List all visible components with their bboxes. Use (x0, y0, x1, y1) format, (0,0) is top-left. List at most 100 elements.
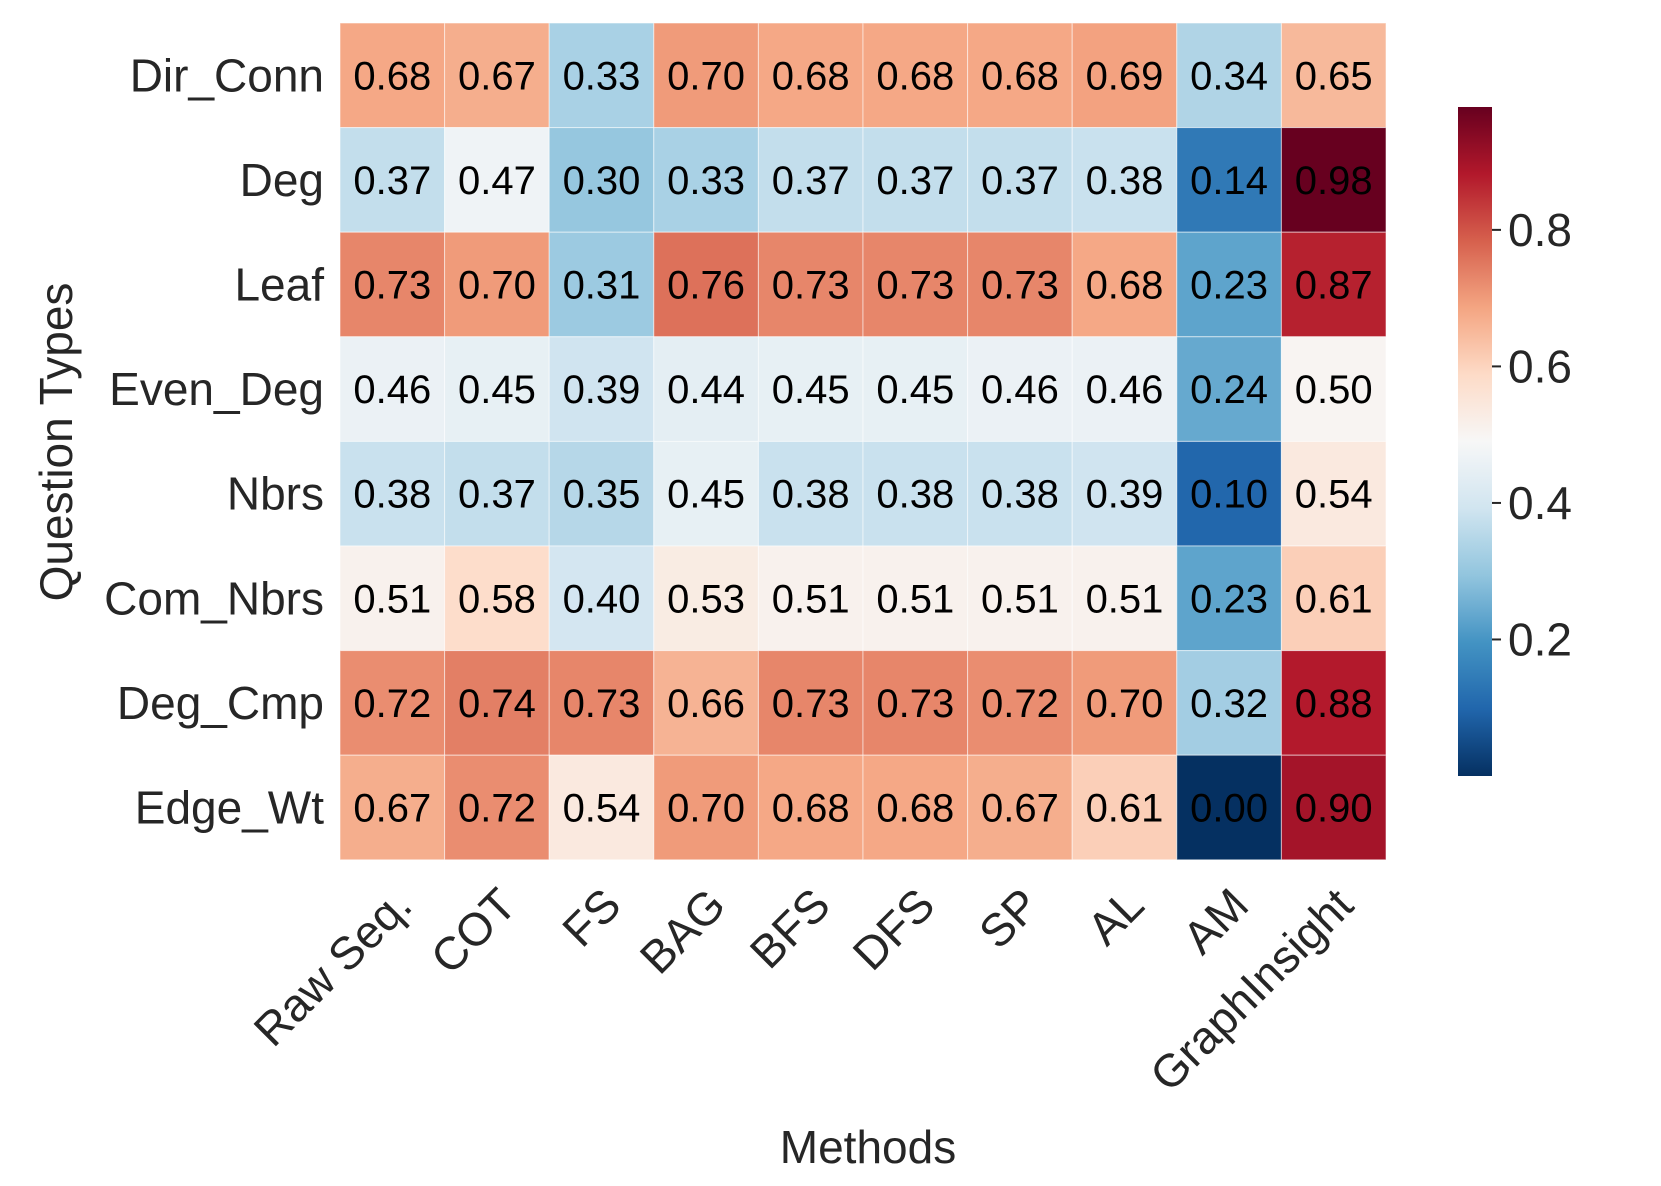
heatmap-cell (653, 754, 759, 861)
heatmap-cell (862, 127, 969, 233)
heatmap-cell-value: 0.38 (876, 473, 954, 517)
heatmap-cell-value: 0.44 (667, 368, 745, 412)
y-tick-label: Leaf (234, 259, 324, 311)
heatmap-cell (1176, 545, 1282, 652)
heatmap-cell (967, 545, 1073, 652)
heatmap-cell-value: 0.39 (1086, 473, 1164, 517)
heatmap-cell-value: 0.88 (1295, 682, 1373, 726)
heatmap-cell-value: 0.54 (1295, 473, 1373, 517)
x-tick-label: SP (969, 878, 1049, 958)
heatmap-cell-value: 0.10 (1190, 473, 1268, 517)
heatmap-cell-value: 0.32 (1190, 682, 1268, 726)
heatmap-cell-value: 0.73 (353, 264, 431, 308)
heatmap-cell (862, 545, 969, 652)
heatmap-cell (1280, 754, 1387, 861)
x-tick-label: COT (421, 878, 526, 983)
heatmap-cell (444, 440, 550, 547)
heatmap-cell (653, 127, 759, 233)
heatmap-cell (862, 22, 969, 129)
y-tick-label: Even_Deg (109, 363, 324, 415)
heatmap-cell-value: 0.00 (1190, 787, 1268, 831)
heatmap-cell-value: 0.51 (772, 577, 850, 621)
heatmap-cell (1176, 127, 1282, 233)
heatmap-cell (757, 545, 864, 652)
heatmap-cell-value: 0.68 (353, 54, 431, 98)
heatmap-cell (1280, 650, 1387, 756)
heatmap-cell-value: 0.68 (772, 787, 850, 831)
heatmap-cell-value: 0.70 (1086, 682, 1164, 726)
heatmap-cell-value: 0.37 (353, 159, 431, 203)
heatmap-cell (862, 754, 969, 861)
heatmap-cell-value: 0.72 (458, 787, 536, 831)
heatmap-cell-value: 0.37 (876, 159, 954, 203)
heatmap-cell (548, 545, 655, 652)
heatmap-cell (1071, 22, 1178, 129)
heatmap-cell (862, 650, 969, 756)
heatmap-cell-value: 0.87 (1295, 264, 1373, 308)
heatmap-cell (1280, 22, 1387, 129)
colorbar-tick-label: 0.6 (1508, 340, 1572, 392)
heatmap-cell-value: 0.73 (563, 682, 641, 726)
heatmap-cell-value: 0.34 (1190, 54, 1268, 98)
heatmap-cell-value: 0.74 (458, 682, 536, 726)
heatmap-cell (757, 22, 864, 129)
heatmap-cell (1071, 336, 1178, 442)
heatmap-cell-value: 0.73 (981, 264, 1059, 308)
x-tick-label: DFS (843, 878, 945, 980)
heatmap-cell (967, 336, 1073, 442)
heatmap-cell (757, 754, 864, 861)
heatmap-cell (548, 231, 655, 338)
heatmap-cell-value: 0.61 (1295, 577, 1373, 621)
y-tick-label: Nbrs (227, 468, 324, 520)
heatmap-cell (653, 650, 759, 756)
heatmap-cell (1071, 231, 1178, 338)
heatmap-cell (757, 440, 864, 547)
heatmap-cell (1280, 336, 1387, 442)
heatmap-cell-value: 0.70 (667, 54, 745, 98)
heatmap-cell (653, 22, 759, 129)
heatmap-cell-value: 0.46 (353, 368, 431, 412)
x-tick-label: BFS (740, 878, 840, 978)
heatmap-cell (1176, 336, 1282, 442)
heatmap-cell-value: 0.66 (667, 682, 745, 726)
heatmap-cell-value: 0.45 (667, 473, 745, 517)
colorbar-tick-label: 0.2 (1508, 613, 1572, 665)
heatmap-cell (444, 231, 550, 338)
heatmap-cell-value: 0.61 (1086, 787, 1164, 831)
heatmap-cell-value: 0.38 (772, 473, 850, 517)
heatmap-cell (967, 650, 1073, 756)
heatmap-cell-value: 0.73 (772, 264, 850, 308)
heatmap-cell-value: 0.73 (772, 682, 850, 726)
heatmap-cell-value: 0.35 (563, 473, 641, 517)
heatmap-cell (757, 336, 864, 442)
heatmap-cell-value: 0.58 (458, 577, 536, 621)
heatmap-cell-value: 0.37 (772, 159, 850, 203)
heatmap-cell-value: 0.51 (1086, 577, 1164, 621)
heatmap-cell (339, 650, 446, 756)
heatmap-cell (444, 127, 550, 233)
y-tick-label: Com_Nbrs (104, 572, 324, 624)
heatmap-cell-value: 0.67 (981, 787, 1059, 831)
heatmap-cells: 0.68 0.67 0.33 0.70 0.68 0.68 0.68 0.69 0.34 0.65… (339, 22, 1387, 861)
heatmap-cell-value: 0.73 (876, 682, 954, 726)
colorbar-tick-label: 0.4 (1508, 477, 1572, 529)
heatmap-cell-value: 0.67 (353, 787, 431, 831)
heatmap-cell (548, 754, 655, 861)
heatmap-cell (1071, 754, 1178, 861)
heatmap-cell (967, 231, 1073, 338)
y-tick-label: Deg (240, 154, 324, 206)
heatmap-cell (1176, 231, 1282, 338)
heatmap-cell (1280, 440, 1387, 547)
heatmap-cell-value: 0.51 (876, 577, 954, 621)
heatmap-cell-value: 0.50 (1295, 368, 1373, 412)
heatmap-cell (1071, 650, 1178, 756)
heatmap-cell-value: 0.69 (1086, 54, 1164, 98)
heatmap-cell (1176, 650, 1282, 756)
x-tick-label: AL (1077, 878, 1154, 955)
heatmap-cell (548, 22, 655, 129)
heatmap-cell-value: 0.65 (1295, 54, 1373, 98)
colorbar-ticks: 0.2 0.4 0.6 0.8 (1492, 204, 1572, 665)
heatmap-cell (339, 754, 446, 861)
heatmap-cell-value: 0.51 (981, 577, 1059, 621)
heatmap-cell (1071, 127, 1178, 233)
